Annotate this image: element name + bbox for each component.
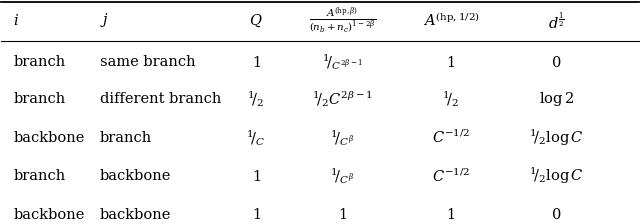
- Text: $i$: $i$: [13, 13, 19, 28]
- Text: $^1\!/_2$: $^1\!/_2$: [248, 90, 265, 109]
- Text: backbone: backbone: [13, 131, 85, 145]
- Text: branch: branch: [13, 55, 66, 69]
- Text: $A^{(\mathrm{hp},1/2)}$: $A^{(\mathrm{hp},1/2)}$: [422, 11, 479, 29]
- Text: backbone: backbone: [100, 169, 171, 183]
- Text: branch: branch: [13, 169, 66, 183]
- Text: $C^{-1/2}$: $C^{-1/2}$: [432, 168, 470, 185]
- Text: $j$: $j$: [100, 11, 109, 29]
- Text: $1$: $1$: [338, 207, 347, 222]
- Text: $C^{-1/2}$: $C^{-1/2}$: [432, 129, 470, 146]
- Text: $^1\!/_{C^{2\beta-1}}$: $^1\!/_{C^{2\beta-1}}$: [322, 52, 363, 72]
- Text: $^1\!/_2 \log C$: $^1\!/_2 \log C$: [529, 166, 584, 186]
- Text: $1$: $1$: [252, 207, 260, 222]
- Text: $Q$: $Q$: [250, 12, 263, 29]
- Text: $d^{\frac{1}{2}}$: $d^{\frac{1}{2}}$: [548, 10, 564, 31]
- Text: backbone: backbone: [13, 208, 85, 222]
- Text: $1$: $1$: [252, 55, 260, 70]
- Text: $^1\!/_2 \log C$: $^1\!/_2 \log C$: [529, 128, 584, 148]
- Text: $^1\!/_{C^{\beta}}$: $^1\!/_{C^{\beta}}$: [330, 166, 355, 186]
- Text: $1$: $1$: [446, 55, 456, 70]
- Text: $1$: $1$: [446, 207, 456, 222]
- Text: $0$: $0$: [551, 55, 561, 70]
- Text: $^1\!/_2$: $^1\!/_2$: [442, 90, 460, 109]
- Text: different branch: different branch: [100, 93, 221, 106]
- Text: branch: branch: [13, 93, 66, 106]
- Text: $0$: $0$: [551, 207, 561, 222]
- Text: $^1\!/_C$: $^1\!/_C$: [246, 128, 266, 148]
- Text: $1$: $1$: [252, 169, 260, 184]
- Text: branch: branch: [100, 131, 152, 145]
- Text: $^1\!/_{2}C^{2\beta-1}$: $^1\!/_{2}C^{2\beta-1}$: [312, 90, 373, 109]
- Text: $^1\!/_{C^{\beta}}$: $^1\!/_{C^{\beta}}$: [330, 128, 355, 148]
- Text: same branch: same branch: [100, 55, 195, 69]
- Text: $\frac{A^{(\mathrm{hp},\beta)}}{(n_b+n_c)^{1-2\beta}}$: $\frac{A^{(\mathrm{hp},\beta)}}{(n_b+n_c…: [308, 6, 376, 35]
- Text: backbone: backbone: [100, 208, 171, 222]
- Text: $\log 2$: $\log 2$: [539, 90, 574, 108]
